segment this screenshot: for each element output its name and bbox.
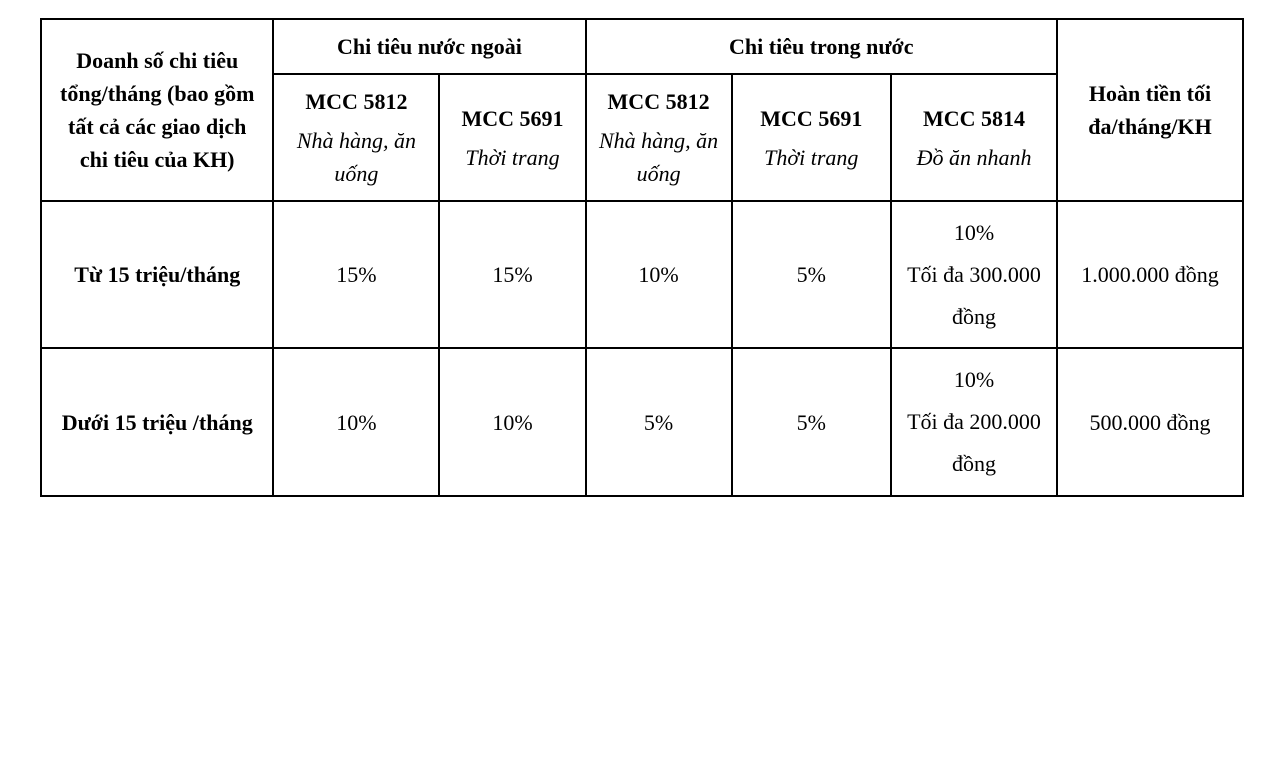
cashback-table: Doanh số chi tiêu tổng/tháng (bao gồm tấ… [40,18,1244,497]
row-label: Từ 15 triệu/tháng [41,201,273,348]
mcc-desc: Thời trang [741,141,882,174]
cell-domestic-5812: 5% [586,348,732,495]
mcc-desc: Thời trang [448,141,576,174]
cell-foreign-5691: 15% [439,201,585,348]
table-header-row-1: Doanh số chi tiêu tổng/tháng (bao gồm tấ… [41,19,1243,74]
header-refund-label: Hoàn tiền tối đa/tháng/KH [1057,19,1243,201]
header-domestic-5814: MCC 5814 Đồ ăn nhanh [891,74,1057,201]
cell-refund: 1.000.000 đồng [1057,201,1243,348]
mcc-code: MCC 5814 [900,102,1048,135]
mcc-code: MCC 5691 [448,102,576,135]
header-domestic-5691: MCC 5691 Thời trang [732,74,891,201]
cap: Tối đa 200.000 đồng [907,409,1041,476]
table-row: Từ 15 triệu/tháng 15% 15% 10% 5% 10% Tối… [41,201,1243,348]
mcc-code: MCC 5691 [741,102,882,135]
cell-refund: 500.000 đồng [1057,348,1243,495]
mcc-desc: Đồ ăn nhanh [900,141,1048,174]
pct: 10% [954,220,994,245]
header-domestic-5812: MCC 5812 Nhà hàng, ăn uống [586,74,732,201]
header-foreign-5812: MCC 5812 Nhà hàng, ăn uống [273,74,439,201]
cell-domestic-5814: 10% Tối đa 300.000 đồng [891,201,1057,348]
cell-domestic-5812: 10% [586,201,732,348]
cell-foreign-5812: 15% [273,201,439,348]
mcc-code: MCC 5812 [282,85,430,118]
row-label: Dưới 15 triệu /tháng [41,348,273,495]
cell-foreign-5812: 10% [273,348,439,495]
header-group-domestic: Chi tiêu trong nước [586,19,1057,74]
cell-foreign-5691: 10% [439,348,585,495]
cap: Tối đa 300.000 đồng [907,262,1041,329]
cell-domestic-5691: 5% [732,201,891,348]
pct: 10% [954,367,994,392]
header-foreign-5691: MCC 5691 Thời trang [439,74,585,201]
mcc-desc: Nhà hàng, ăn uống [282,124,430,190]
mcc-code: MCC 5812 [595,85,723,118]
header-group-foreign: Chi tiêu nước ngoài [273,19,585,74]
table-row: Dưới 15 triệu /tháng 10% 10% 5% 5% 10% T… [41,348,1243,495]
cell-domestic-5691: 5% [732,348,891,495]
header-spend-label: Doanh số chi tiêu tổng/tháng (bao gồm tấ… [41,19,273,201]
mcc-desc: Nhà hàng, ăn uống [595,124,723,190]
cell-domestic-5814: 10% Tối đa 200.000 đồng [891,348,1057,495]
